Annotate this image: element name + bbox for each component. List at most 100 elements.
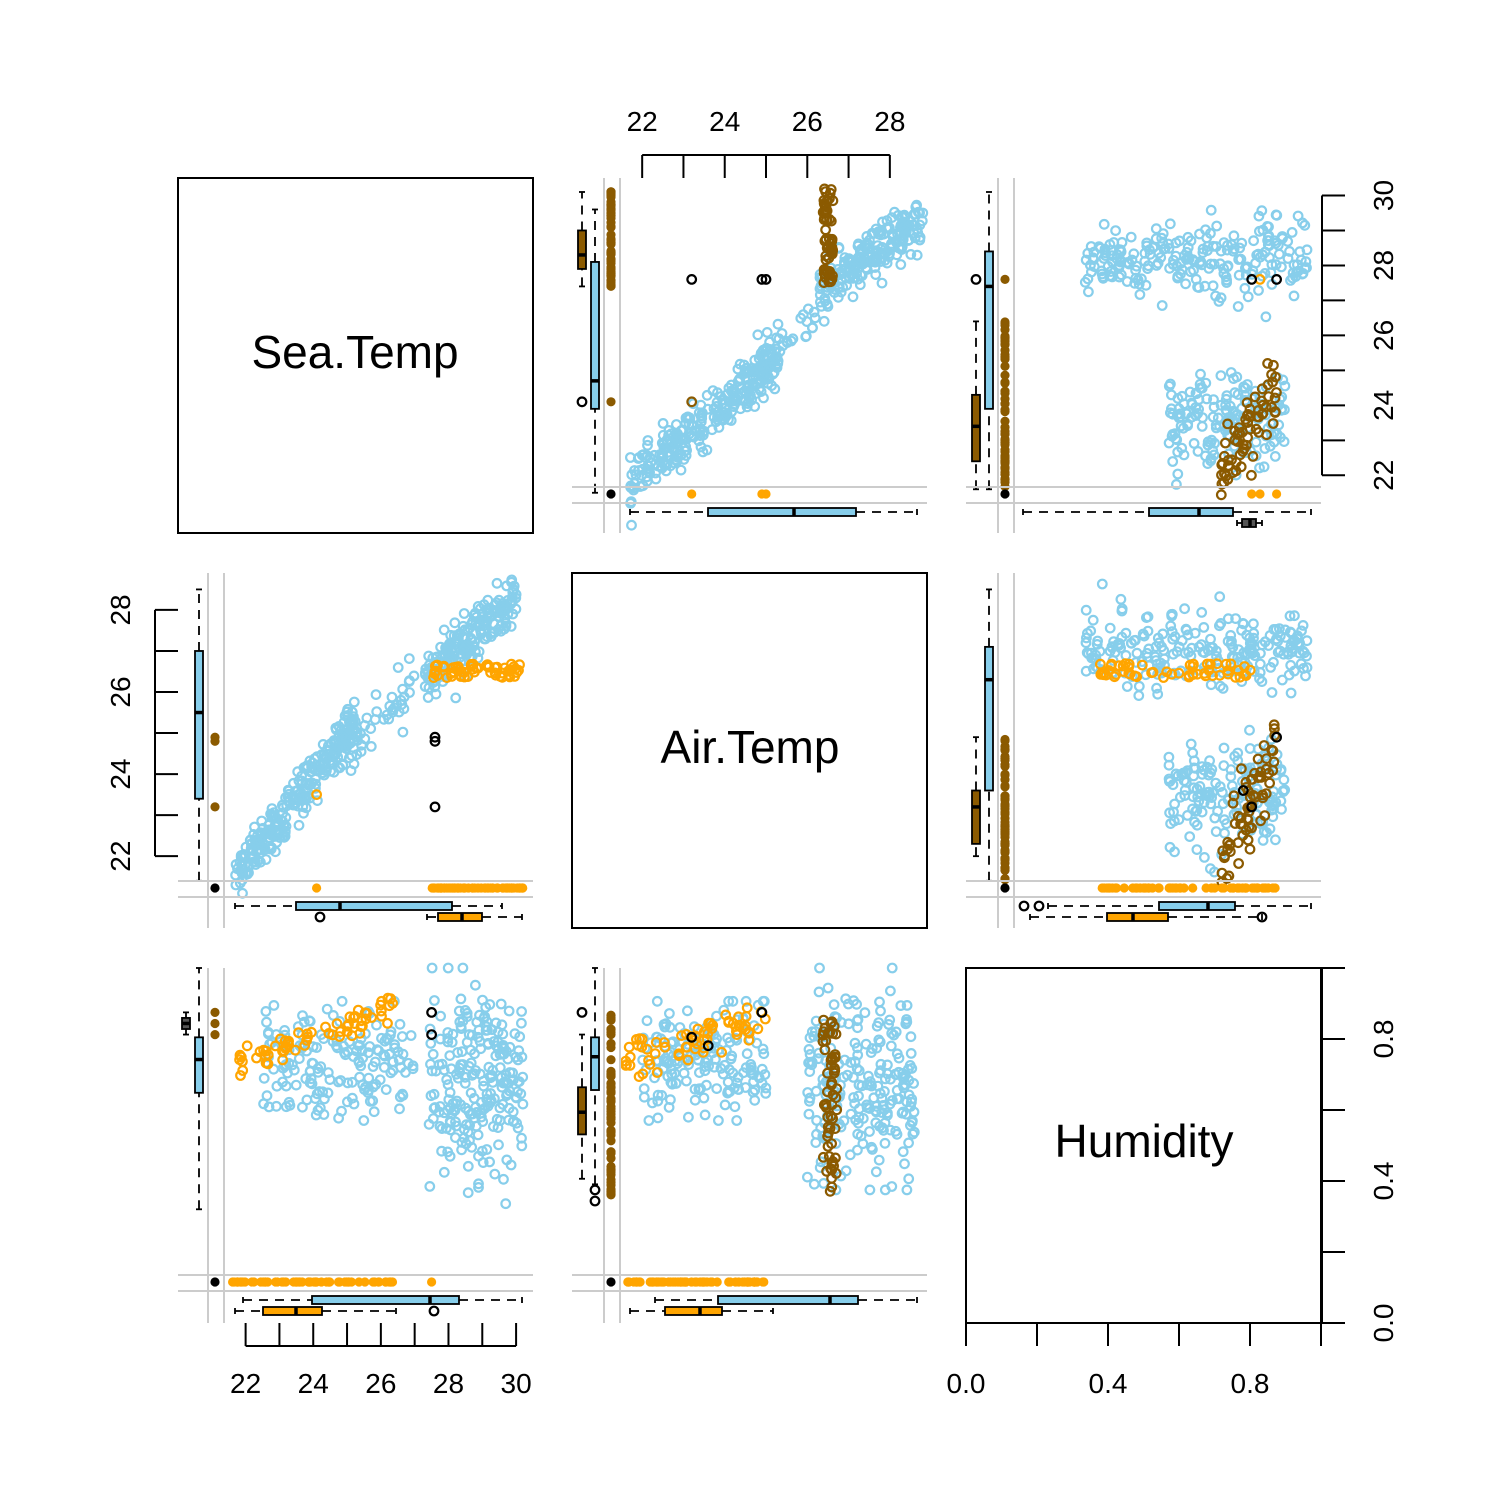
box-body (194, 1036, 204, 1094)
data-point-observed (1186, 397, 1198, 409)
margin-point-imputed (210, 1029, 220, 1040)
box-body (262, 1306, 323, 1316)
bottom-axis-tick-label: 0.8 (1231, 1368, 1270, 1399)
data-point-observed (727, 387, 738, 399)
data-point-observed (279, 825, 291, 837)
margin-point-imputed (1237, 883, 1248, 893)
data-point-observed (625, 496, 637, 508)
right-axis-tick-label: 26 (1368, 320, 1399, 351)
margin-point-imputed (606, 1136, 616, 1146)
data-point-observed (316, 763, 328, 775)
margin-point-imputed (1255, 489, 1265, 499)
right-axis-tick-label: 24 (1368, 390, 1399, 421)
data-point-observed (1172, 446, 1184, 458)
margin-point-imputed (1000, 781, 1010, 791)
data-point-observed (1093, 241, 1105, 253)
panel-seatemp-vs-humidity (970, 191, 1313, 528)
data-point-both-missing (1271, 274, 1282, 285)
data-point-observed (708, 411, 720, 423)
data-point-observed (1297, 217, 1308, 229)
margin-point-imputed (624, 1277, 634, 1287)
data-point-both-missing (1246, 274, 1258, 285)
data-point-observed (642, 439, 653, 451)
margin-point-imputed (657, 1277, 668, 1287)
margin-point-imputed (687, 489, 697, 499)
data-point-observed (847, 291, 859, 303)
margin-point-imputed (1000, 847, 1010, 857)
data-point-observed (1294, 246, 1306, 258)
margin-point-imputed (1128, 883, 1138, 893)
margin-point-imputed (1111, 883, 1122, 893)
data-point-observed (750, 388, 762, 400)
margin-point-imputed (1154, 883, 1164, 893)
data-point-observed (1096, 268, 1108, 280)
data-point-observed (311, 751, 323, 762)
margin-point-imputed (606, 1165, 616, 1175)
data-point-observed (1288, 290, 1300, 302)
right-axis-tick-label: 0.8 (1368, 1020, 1399, 1059)
data-point-observed (351, 727, 363, 738)
data-point-observed (278, 831, 290, 843)
data-point-observed (1257, 224, 1269, 236)
data-point-observed (230, 869, 242, 881)
data-point-observed (1157, 238, 1169, 250)
data-point-observed (1239, 262, 1251, 274)
data-point-observed (1269, 451, 1281, 462)
data-point-imputed (825, 215, 837, 227)
margin-point-imputed (1164, 883, 1174, 893)
margin-point-imputed (1000, 462, 1010, 472)
margin-point-imputed (698, 1277, 708, 1287)
data-point-observed (298, 807, 309, 819)
data-point-observed (896, 211, 908, 223)
margin-boxplot-observed (1022, 507, 1312, 517)
right-axis-tick-label: 30 (1368, 180, 1399, 211)
margin-point-imputed (1000, 370, 1010, 380)
data-point-observed (1270, 259, 1282, 271)
data-point-observed (1140, 279, 1152, 291)
bottom-axis-tick-label: 22 (230, 1368, 261, 1399)
margin-point-imputed (681, 1277, 691, 1287)
data-point-observed (1239, 382, 1251, 394)
margin-point-imputed (312, 883, 322, 893)
data-point-imputed (826, 235, 838, 247)
data-point-observed (757, 370, 769, 382)
data-point-observed (711, 401, 722, 412)
data-point-observed (889, 206, 900, 218)
data-point-observed (1150, 233, 1162, 245)
margin-point-imputed (712, 1277, 722, 1287)
data-point-observed (255, 856, 266, 868)
data-point-observed (678, 454, 690, 465)
data-point-observed (1129, 277, 1141, 289)
data-point-observed (1194, 378, 1206, 390)
data-point-observed (732, 363, 744, 375)
margin-point-imputed (1000, 378, 1010, 388)
margin-point-imputed (1000, 399, 1010, 409)
left-axis-tick-label: 26 (105, 676, 136, 707)
box-body (577, 229, 587, 270)
data-point-observed (1279, 380, 1291, 392)
margin-point-imputed (387, 1277, 398, 1287)
data-point-observed (629, 465, 640, 476)
data-point-observed (1253, 210, 1265, 222)
margin-point-imputed (1000, 744, 1010, 754)
data-point-observed (1235, 253, 1247, 265)
panel-seatemp-vs-airtemp (576, 183, 929, 531)
margin-point-imputed (1000, 838, 1010, 848)
box-body (1158, 901, 1236, 911)
data-point-observed (1215, 245, 1227, 257)
margin-point-imputed (606, 1038, 616, 1049)
data-point-observed (328, 758, 340, 770)
margin-boxplot-observed (629, 507, 918, 517)
data-point-observed (871, 255, 883, 267)
margin-point-imputed (739, 1277, 750, 1287)
data-point-observed (731, 395, 742, 407)
margin-point-imputed (1209, 883, 1220, 893)
margin-point-imputed (1000, 863, 1010, 873)
data-point-observed (1159, 243, 1171, 255)
data-point-observed (891, 249, 903, 261)
data-point-imputed (1269, 392, 1281, 404)
data-point-observed (359, 720, 371, 731)
left-axis-tick-label: 24 (105, 759, 136, 790)
margin-point-imputed (258, 1277, 268, 1287)
data-point-observed (1275, 261, 1287, 273)
